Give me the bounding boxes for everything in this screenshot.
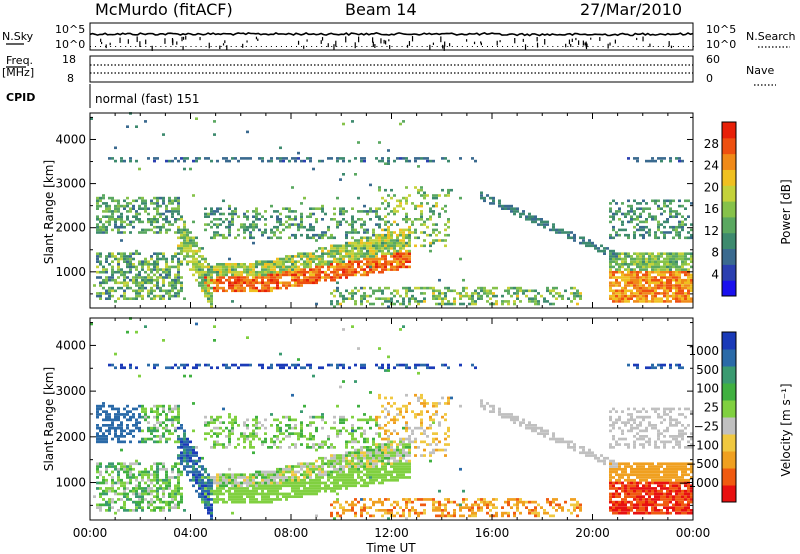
velocity-colorbar-label: Velocity [m s⁻¹] (779, 383, 793, 476)
freq-panel: Freq. [MHz] 18 8 60 0 Nave (2, 53, 776, 86)
nsky-right-tick-top: 10^5 (706, 23, 736, 36)
power-axis-ticks: 1000 2000 3000 4000 (55, 113, 694, 308)
cpid-panel: CPID normal (fast) 151 (6, 84, 199, 108)
freq-right-tick-bottom: 0 (706, 72, 713, 85)
date-title: 27/Mar/2010 (580, 0, 682, 19)
x-tick-label: 12:00 (374, 526, 409, 540)
nsky-panel: N.Sky 10^5 10^0 10^5 10^0 N.Search (2, 22, 796, 52)
colorbar-tick-label: 24 (704, 159, 719, 173)
y-tick-label: 1000 (55, 265, 86, 279)
nsky-trace (89, 31, 694, 37)
colorbar-swatch (722, 248, 736, 265)
colorbar-swatch (722, 383, 736, 401)
colorbar-swatch (722, 485, 736, 503)
x-tick-label: 20:00 (575, 526, 610, 540)
colorbar-swatch (722, 153, 736, 170)
nave-label: Nave (746, 64, 774, 77)
y-tick-label: 3000 (55, 177, 86, 191)
velocity-panel: 1000 2000 3000 4000 Slant Range [km] 1000 50… (42, 317, 793, 521)
colorbar-swatch (722, 434, 736, 452)
colorbar-swatch (722, 332, 736, 350)
y-tick-label: 4000 (55, 338, 86, 352)
colorbar-tick-label: 20 (704, 180, 719, 194)
x-tick-label: 00:00 (73, 526, 108, 540)
freq-left-tick-top: 18 (62, 53, 76, 66)
power-heatmap (90, 112, 693, 308)
y-tick-label: 2000 (55, 221, 86, 235)
beam-title: Beam 14 (345, 0, 417, 19)
colorbar-tick-label: −1000 (678, 476, 719, 490)
colorbar-tick-label: 100 (696, 382, 719, 396)
cpid-label: CPID (6, 91, 35, 104)
nsky-left-tick-top: 10^5 (55, 23, 85, 36)
colorbar-tick-label: −25 (694, 419, 719, 433)
colorbar-tick-label: 4 (711, 267, 719, 281)
x-tick-label: 00:00 (676, 526, 711, 540)
colorbar-swatch (722, 366, 736, 384)
colorbar-swatch (722, 169, 736, 186)
colorbar-tick-label: 1000 (688, 344, 719, 358)
y-tick-label: 3000 (55, 384, 86, 398)
x-tick-label: 16:00 (475, 526, 510, 540)
freq-left-tick-bottom: 8 (67, 72, 74, 85)
colorbar-swatch (722, 417, 736, 435)
colorbar-swatch (722, 280, 736, 297)
colorbar-swatch (722, 232, 736, 250)
time-axis-label: Time UT (365, 541, 416, 554)
freq-label-line1: Freq. (6, 54, 33, 67)
colorbar-swatch (722, 201, 736, 218)
y-tick-label: 2000 (55, 430, 86, 444)
y-tick-label: 4000 (55, 132, 86, 146)
colorbar-swatch (722, 468, 736, 486)
colorbar-tick-label: 8 (711, 246, 719, 260)
colorbar-tick-label: 25 (704, 401, 719, 415)
colorbar-tick-label: 12 (704, 224, 719, 238)
colorbar-tick-label: −500 (686, 457, 719, 471)
colorbar-tick-label: 16 (704, 202, 719, 216)
nsky-label: N.Sky (2, 30, 34, 43)
colorbar-swatch (722, 451, 736, 469)
nsearch-trace (90, 36, 694, 52)
nsky-left-tick-bottom: 10^0 (55, 38, 85, 51)
velocity-axis-ticks: 1000 2000 3000 4000 (55, 318, 694, 520)
colorbar-tick-label: −100 (686, 438, 719, 452)
x-tick-label: 08:00 (274, 526, 309, 540)
freq-right-tick-top: 60 (706, 53, 720, 66)
time-axis: 00:00 04:00 08:00 12:00 16:00 20:00 00:00 (73, 526, 711, 540)
station-title: McMurdo (fitACF) (95, 0, 233, 19)
colorbar-tick-label: 28 (704, 137, 719, 151)
colorbar-swatch (722, 349, 736, 367)
colorbar-swatch (722, 137, 736, 155)
freq-label-line2: [MHz] (2, 66, 34, 79)
velocity-heatmap (90, 317, 693, 520)
colorbar-swatch (722, 216, 736, 234)
velocity-colorbar: 1000 500 100 25 −25 −100 −500 −1000 (678, 331, 737, 503)
cpid-mode: normal (fast) 151 (95, 92, 199, 106)
colorbar-tick-label: 500 (696, 363, 719, 377)
nsearch-label: N.Search (746, 30, 796, 43)
velocity-ylabel: Slant Range [km] (42, 367, 56, 471)
colorbar-swatch (722, 264, 736, 281)
nsky-right-tick-bottom: 10^0 (706, 38, 736, 51)
colorbar-swatch (722, 122, 736, 139)
power-colorbar-label: Power [dB] (779, 179, 793, 244)
x-tick-label: 04:00 (173, 526, 208, 540)
colorbar-swatch (722, 400, 736, 418)
power-colorbar: 28 24 20 16 12 8 4 (704, 121, 737, 297)
power-panel: 1000 2000 3000 4000 Slant Range [km] 28 24 20… (42, 112, 793, 309)
power-ylabel: Slant Range [km] (42, 160, 56, 264)
y-tick-label: 1000 (55, 476, 86, 490)
colorbar-swatch (722, 185, 736, 202)
